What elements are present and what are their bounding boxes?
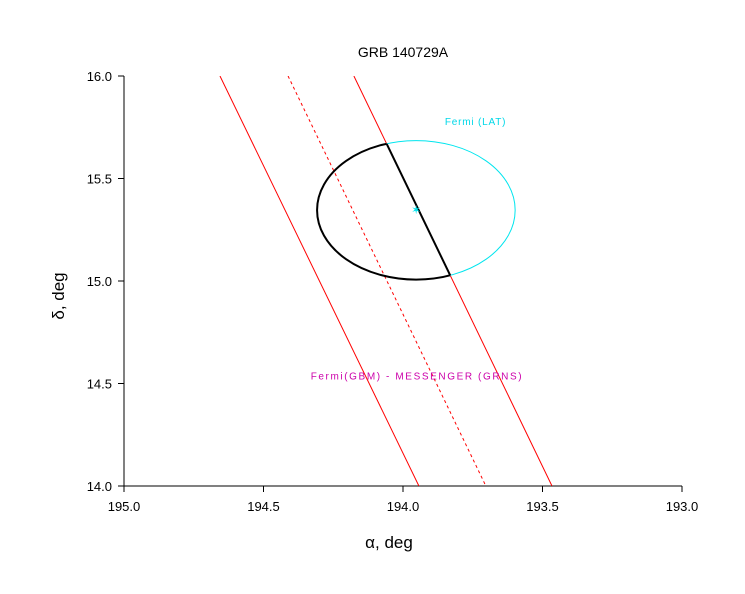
x-tick-label: 195.0 [108, 499, 141, 514]
x-tick-label: 193.5 [526, 499, 559, 514]
series-line-1 [287, 76, 487, 486]
intersection-chord [352, 140, 516, 280]
x-tick-label: 194.0 [387, 499, 420, 514]
annotation-gbm-messenger: Fermi(GBM) - MESSENGER (GRNS) [311, 371, 524, 382]
x-tick-label: 193.0 [666, 499, 699, 514]
y-tick-label: 14.5 [87, 377, 112, 392]
lat-center-star-icon: ✶ [411, 203, 421, 217]
annotation-fermi-lat: Fermi (LAT) [445, 117, 506, 128]
x-tick-label: 194.5 [247, 499, 280, 514]
y-tick-label: 15.5 [87, 172, 112, 187]
series-line-0 [219, 76, 420, 486]
y-tick-label: 14.0 [87, 479, 112, 494]
chart-title: GRB 140729A [358, 44, 449, 60]
y-tick-label: 15.0 [87, 274, 112, 289]
y-tick-label: 16.0 [87, 69, 112, 84]
intersection-chord-line [352, 140, 516, 280]
axes: 195.0 194.5 194.0 193.5 193.0 14.0 14.5 15.0 15.… [87, 69, 699, 514]
plot-area: ✶ [219, 76, 553, 486]
series-line-2 [353, 76, 553, 486]
y-axis-label: δ, deg [49, 272, 68, 319]
x-axis-label: α, deg [365, 533, 413, 552]
